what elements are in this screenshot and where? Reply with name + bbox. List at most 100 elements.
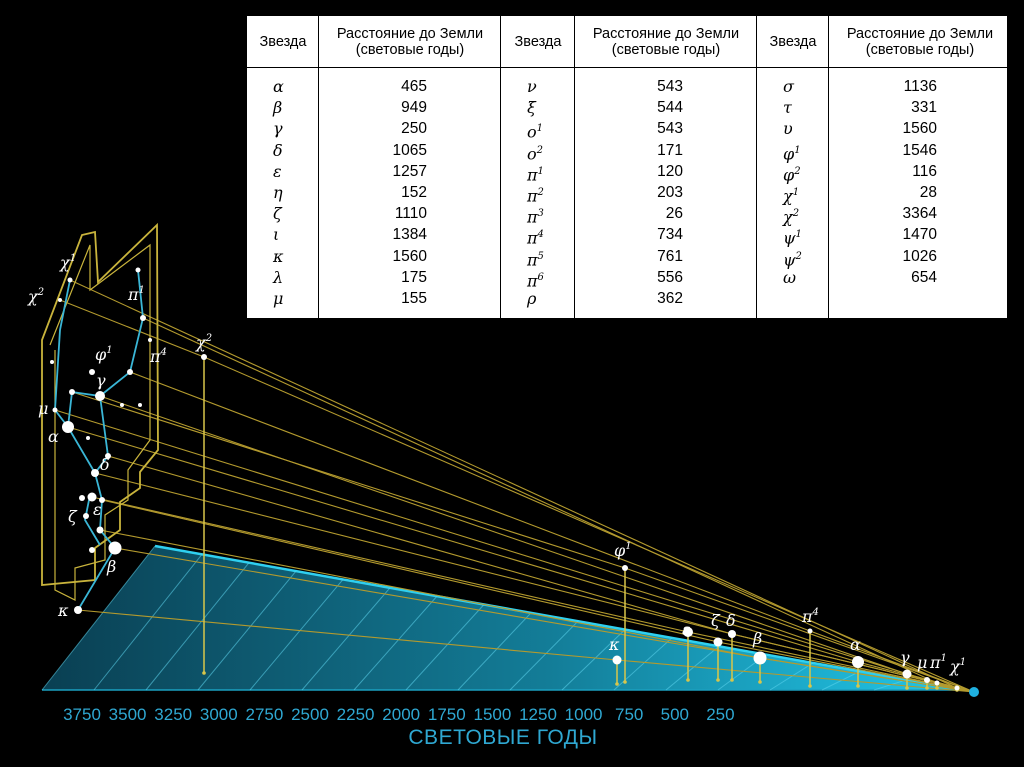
sight-line xyxy=(107,455,733,635)
floor-grid-line xyxy=(561,629,626,691)
table-column-divider xyxy=(247,16,757,318)
axis-tick-label: 2250 xyxy=(337,705,375,724)
axis-tick-label: 1250 xyxy=(519,705,557,724)
constellation-lines-branch3 xyxy=(84,494,101,546)
table-star-cell: ε xyxy=(273,161,282,181)
table-distance-cell: 250 xyxy=(401,120,427,138)
table-distance-cell: 654 xyxy=(911,268,937,286)
constellation-label-epsilon: ε xyxy=(93,500,102,519)
constellation-star xyxy=(108,541,122,555)
depth-labels: χ2 φ1 κ ε ζ δβ π4 α γ μ π1 χ1 xyxy=(195,333,966,676)
depth-star-zeta xyxy=(713,637,723,647)
table-star-cell: λ xyxy=(273,267,284,287)
depth-foot-kappa xyxy=(615,682,619,686)
depth-foot-pi4 xyxy=(808,684,812,688)
constellation-star xyxy=(91,469,99,477)
depth-label-pi4: π4 xyxy=(801,607,819,626)
depth-label-phi1: φ1 xyxy=(614,541,632,560)
table-star-cell: κ xyxy=(273,246,284,266)
distance-table: Звезда Расстояние до Земли (световые годы… xyxy=(245,14,1009,320)
sight-line xyxy=(59,299,205,358)
depth-star-gamma xyxy=(902,669,912,679)
table-distance-cell: 1470 xyxy=(902,226,937,244)
sight-line xyxy=(91,496,689,633)
constellation-label-chi1: χ1 xyxy=(59,253,76,272)
table-star-cell: π4 xyxy=(527,228,544,248)
constellation-label-gamma: γ xyxy=(96,371,106,390)
table-star-cell: χ2 xyxy=(783,207,800,227)
table-star-cell: ζ xyxy=(273,204,282,224)
table-star-cell: υ xyxy=(783,119,793,139)
sight-line xyxy=(99,395,908,675)
table-star-cell: π3 xyxy=(527,207,544,227)
sight-line-to-earth xyxy=(624,567,975,693)
table-distance-cell: 1065 xyxy=(392,141,427,159)
axis-tick-label: 2000 xyxy=(382,705,420,724)
axis-tick-label: 3250 xyxy=(154,705,192,724)
constellation-labels: χ1 χ2 π1 φ1 π4 γ μα δ ζ ε β κ xyxy=(27,253,167,620)
depth-label-pi1: π1 xyxy=(929,653,947,672)
table-star-cell: π6 xyxy=(527,271,544,291)
depth-star-phi1 xyxy=(622,565,628,571)
constellation-label-pi1: π1 xyxy=(127,285,145,304)
floor-grid-line xyxy=(41,545,156,691)
depth-label-chi1: χ1 xyxy=(949,657,966,676)
table-header-star: Звезда xyxy=(769,34,817,50)
table-star-cell: ο1 xyxy=(527,122,544,142)
table-header-row: Звезда Расстояние до Земли (световые годы… xyxy=(247,16,1007,68)
constellation-star xyxy=(74,606,82,614)
table-star-cell: π5 xyxy=(527,249,544,269)
floor-grid-line xyxy=(457,612,532,691)
table-star-cell: φ2 xyxy=(783,165,801,185)
constellation-star xyxy=(86,436,90,440)
table-distance-cell: 155 xyxy=(401,290,427,307)
table-distance-cell: 1110 xyxy=(394,205,427,223)
depth-label-zeta: ζ xyxy=(711,611,721,630)
table-distance-cell: 734 xyxy=(657,226,683,244)
table-distance-cell: 28 xyxy=(919,184,937,201)
table-distance-cell: 1026 xyxy=(902,247,937,265)
axis-tick-label: 750 xyxy=(615,705,643,724)
table-header-star: Звезда xyxy=(514,34,562,50)
depth-label-chi2: χ2 xyxy=(195,333,212,352)
depth-star-delta xyxy=(728,630,736,638)
table-distance-cell: 543 xyxy=(657,120,683,138)
depth-foot-delta xyxy=(730,678,734,682)
table-header-distance: Расстояние до Земли (световые годы) xyxy=(336,26,484,58)
table-distance-cell: 1257 xyxy=(392,162,427,180)
constellation-star xyxy=(138,403,142,407)
axis-tick-label: 1000 xyxy=(565,705,603,724)
depth-foot-chi2 xyxy=(202,671,206,675)
constellation-label-mu: μ xyxy=(38,399,48,418)
sight-line xyxy=(114,547,761,659)
depth-label-beta: β xyxy=(752,629,762,648)
axis-tick-labels: 3750 3500 3250 3000 2750 2500 2250 2000 1750 1500… xyxy=(63,705,735,724)
table-column-divider xyxy=(247,16,575,318)
table-distance-cell: 171 xyxy=(657,141,683,159)
sight-line-to-earth xyxy=(203,356,975,693)
table-distance-cell: 1560 xyxy=(392,247,427,265)
axis-tick-label: 3750 xyxy=(63,705,101,724)
depth-star-chi2 xyxy=(201,354,207,360)
sight-line xyxy=(129,371,811,632)
table-star-cell: ψ2 xyxy=(783,249,802,269)
table-distance-cell: 116 xyxy=(912,162,937,180)
table-star-cell: τ xyxy=(783,98,792,118)
depth-label-alpha: α xyxy=(850,635,861,654)
table-distance-cell: 543 xyxy=(657,78,683,95)
depth-label-epsilon: ε xyxy=(682,620,691,639)
constellation-star xyxy=(140,315,146,321)
axis-tick-label: 2500 xyxy=(291,705,329,724)
constellation-star xyxy=(127,369,133,375)
floor-grid-line xyxy=(197,570,297,691)
sight-line xyxy=(94,472,733,635)
floor-grid-line xyxy=(405,604,485,691)
axis-tick-label: 1750 xyxy=(428,705,466,724)
table-distance-cell: 761 xyxy=(657,247,683,265)
constellation-star xyxy=(79,495,85,501)
depth-stars xyxy=(201,354,960,692)
depth-foot-zeta xyxy=(716,678,720,682)
table-star-cell: ξ xyxy=(527,98,536,118)
table-star-cell: σ xyxy=(783,77,794,96)
table-distance-cell: 1384 xyxy=(392,226,427,244)
